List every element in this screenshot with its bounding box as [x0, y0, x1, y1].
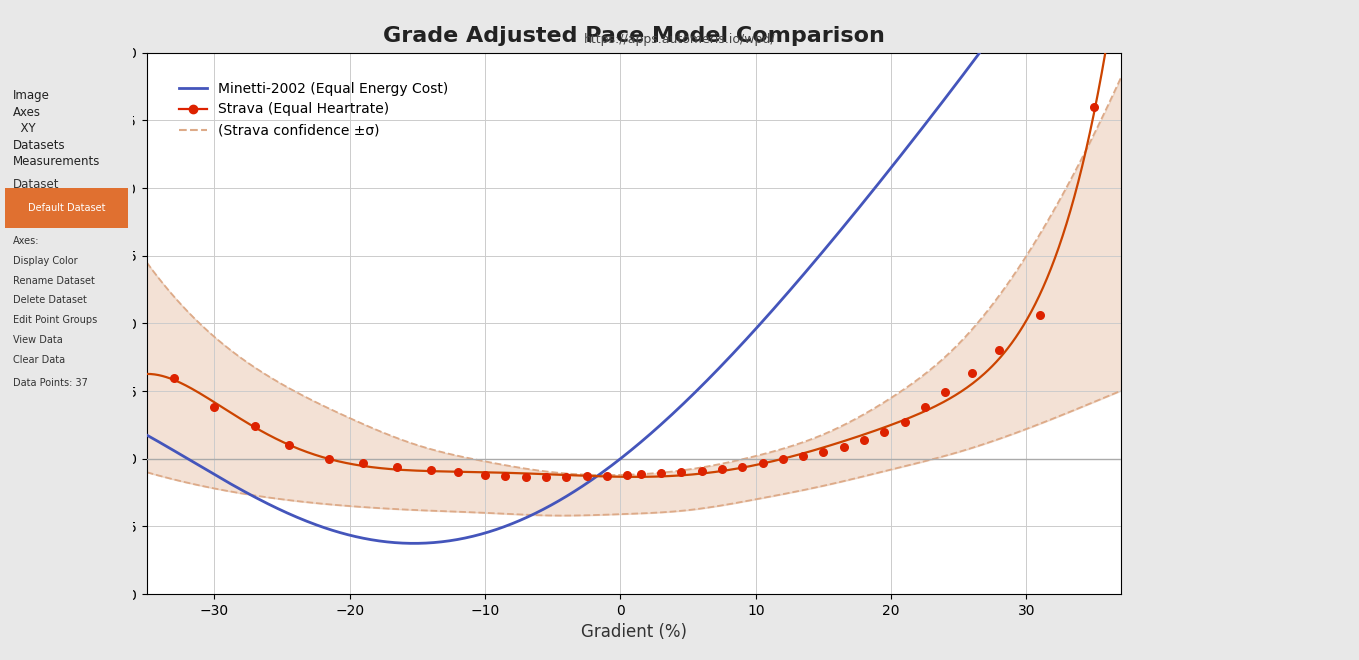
Point	[935, 387, 957, 398]
Point	[772, 453, 794, 464]
Text: Clear Data: Clear Data	[14, 354, 65, 365]
Text: View Data: View Data	[14, 335, 63, 345]
Text: Image: Image	[14, 89, 50, 102]
Text: Default Dataset: Default Dataset	[27, 203, 106, 213]
Point	[650, 468, 671, 478]
Point	[352, 457, 374, 468]
Text: Delete Dataset: Delete Dataset	[14, 295, 87, 306]
Point	[535, 472, 557, 482]
Point	[833, 442, 855, 452]
Point	[597, 471, 618, 481]
Text: Data Points: 37: Data Points: 37	[14, 378, 88, 388]
Text: Axes: Axes	[14, 106, 41, 119]
Point	[853, 434, 875, 445]
Point	[1029, 310, 1051, 321]
Point	[474, 470, 496, 480]
Point	[894, 417, 916, 428]
Text: Dataset: Dataset	[14, 178, 60, 191]
Point	[629, 469, 651, 479]
Text: XY: XY	[14, 122, 35, 135]
Legend: Minetti-2002 (Equal Energy Cost), Strava (Equal Heartrate), (Strava confidence ±: Minetti-2002 (Equal Energy Cost), Strava…	[173, 76, 454, 143]
Point	[495, 471, 516, 482]
Point	[163, 372, 185, 383]
Point	[752, 458, 773, 469]
X-axis label: Gradient (%): Gradient (%)	[582, 623, 686, 642]
Point	[515, 472, 537, 482]
Point	[318, 453, 340, 464]
Point	[731, 461, 753, 472]
Text: Datasets: Datasets	[14, 139, 67, 152]
FancyBboxPatch shape	[0, 0, 133, 660]
Point	[576, 471, 598, 482]
Point	[204, 402, 226, 412]
Point	[386, 461, 408, 472]
Point	[961, 368, 983, 379]
Point	[556, 472, 578, 482]
Y-axis label: Pace Adjustment: Pace Adjustment	[91, 253, 110, 393]
Point	[447, 467, 469, 478]
Text: https://apps.automeris.io/wpd/: https://apps.automeris.io/wpd/	[583, 33, 776, 46]
Point	[279, 440, 300, 451]
Point	[245, 421, 266, 432]
Text: Display Color: Display Color	[14, 255, 77, 266]
Point	[670, 467, 692, 478]
Point	[874, 426, 896, 437]
Point	[792, 451, 814, 461]
Text: Axes:: Axes:	[14, 236, 39, 246]
Point	[813, 447, 834, 457]
Point	[711, 463, 733, 474]
Point	[420, 464, 442, 475]
Point	[1083, 102, 1105, 112]
Text: Measurements: Measurements	[14, 155, 101, 168]
Point	[617, 470, 639, 480]
Title: Grade Adjusted Pace Model Comparison: Grade Adjusted Pace Model Comparison	[383, 26, 885, 46]
Text: Rename Dataset: Rename Dataset	[14, 275, 95, 286]
Point	[915, 402, 936, 412]
Point	[988, 345, 1010, 356]
Text: Edit Point Groups: Edit Point Groups	[14, 315, 98, 325]
Point	[690, 465, 712, 476]
FancyBboxPatch shape	[5, 188, 128, 228]
